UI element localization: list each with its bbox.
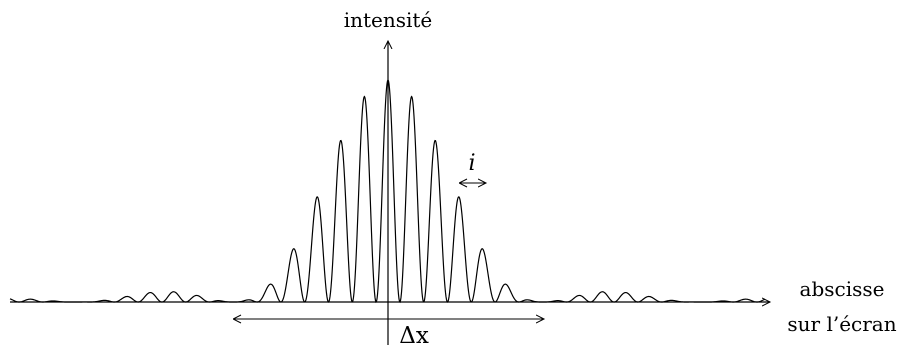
envelope-width-label: Δx (399, 323, 429, 347)
fringe-spacing-label: i (468, 151, 475, 176)
x-axis-label-line1: abscisse (800, 277, 885, 301)
intensity-curve (9, 78, 766, 304)
x-axis-label-line2: sur l’écran (787, 312, 896, 336)
y-axis-label: intensité (344, 8, 433, 32)
